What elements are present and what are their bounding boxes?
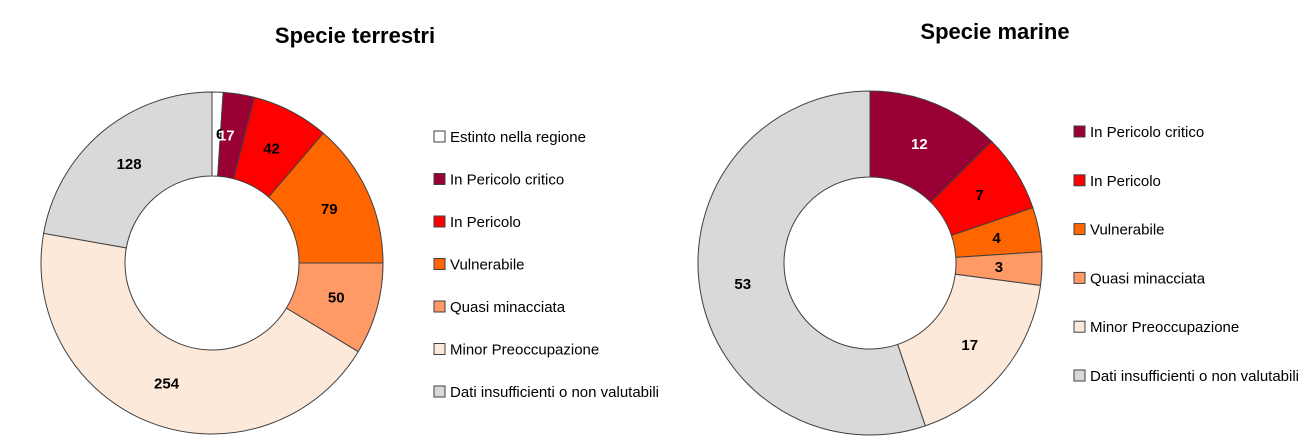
legend-label-5: Minor Preoccupazione [1090,319,1239,336]
slice-5 [897,273,1042,427]
legend-label-4: Vulnerabile [450,257,525,274]
legend-label-7: Dati insufficienti o non valutabili [450,384,659,401]
data-label-4: 3 [995,259,1003,276]
data-labels-marine: 12 7 4 3 17 53 [734,136,1003,354]
legend-swatch-1 [1073,125,1086,138]
legend-label-4: Quasi minacciata [1090,270,1206,287]
legend-swatch-5 [433,300,446,313]
donut-marine [697,90,1043,436]
legend-swatch-2 [433,173,446,185]
legend-label-2: In Pericolo critico [450,172,564,189]
data-label-5: 50 [328,290,345,307]
data-label-7: 128 [117,156,142,173]
legend-swatch-7 [433,385,446,398]
legend-swatch-6 [433,343,446,355]
chart-marine: Specie marine 12 7 4 3 17 53 In Pericolo crit… [697,19,1299,436]
data-label-2: 17 [218,128,235,145]
legend-label-1: In Pericolo critico [1090,124,1204,141]
chart-terrestri: Specie terrestri 617 42 79 50 254 128 Estinto… [40,23,659,435]
data-label-1: 12 [911,136,928,153]
chart-title-marine: Specie marine [920,19,1069,44]
data-label-2: 7 [975,187,983,204]
legend-terrestri: Estinto nella regione In Pericolo critico… [433,129,659,401]
legend-label-6: Minor Preoccupazione [450,342,599,359]
chart-title-terrestri: Specie terrestri [275,23,435,48]
slice-7 [43,91,213,249]
data-labels-terrestri: 617 42 79 50 254 128 [117,126,345,393]
data-label-6: 254 [154,376,180,393]
legend-label-6: Dati insufficienti o non valutabili [1090,368,1299,385]
legend-label-3: In Pericolo [450,214,521,231]
data-label-6: 53 [734,276,751,293]
data-label-1: 6 [216,126,224,143]
legend-swatch-3 [1073,223,1086,236]
legend-swatch-4 [433,258,446,270]
data-label-4: 79 [321,201,338,218]
data-label-5: 17 [961,337,978,354]
legend-swatch-4 [1073,271,1086,284]
legend-swatch-6 [1073,369,1086,382]
legend-label-5: Quasi minacciata [450,299,566,316]
legend-label-1: Estinto nella regione [450,129,586,146]
legend-label-2: In Pericolo [1090,173,1161,190]
slice-6 [40,232,359,435]
legend-swatch-3 [433,215,446,228]
legend-swatch-1 [433,130,446,143]
data-label-3: 42 [263,141,280,158]
legend-marine: In Pericolo critico In Pericolo Vulnerabil… [1073,124,1299,385]
slice-6 [697,90,926,436]
donut-terrestri [40,91,384,435]
legend-swatch-5 [1073,320,1086,333]
legend-label-3: Vulnerabile [1090,222,1165,239]
legend-swatch-2 [1073,174,1086,187]
data-label-3: 4 [992,230,1001,247]
